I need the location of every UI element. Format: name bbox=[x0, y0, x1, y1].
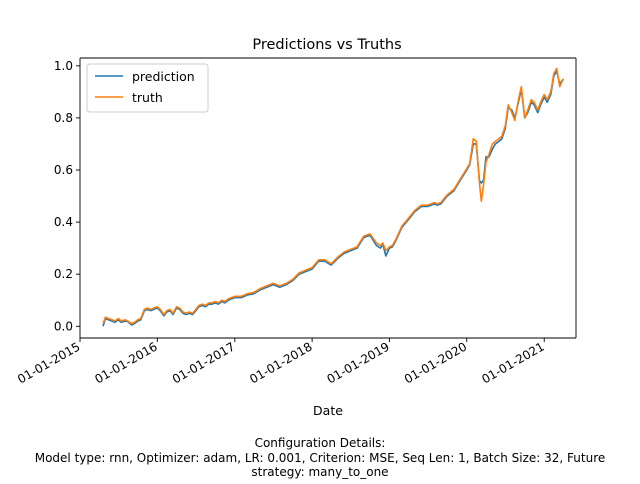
x-axis-ticks: 01-01-2015 01-01-2016 01-01-2017 01-01-2018… bbox=[15, 338, 547, 386]
axes-layer bbox=[79, 57, 577, 339]
x-tick-label: 01-01-2020 bbox=[402, 339, 469, 386]
y-axis-ticks: 0.0 0.2 0.4 0.6 0.8 1.0 bbox=[54, 59, 80, 333]
series-layer bbox=[102, 67, 565, 327]
y-tick-label: 0.0 bbox=[54, 319, 73, 333]
x-tick-label: 01-01-2021 bbox=[479, 339, 546, 386]
caption-config-details: Model type: rnn, Optimizer: adam, LR: 0.… bbox=[34, 451, 606, 465]
caption-strategy: strategy: many_to_one bbox=[251, 465, 389, 479]
y-tick-label: 0.2 bbox=[54, 267, 73, 281]
x-tick-label: 01-01-2018 bbox=[247, 339, 314, 386]
y-tick-label: 0.8 bbox=[54, 111, 73, 125]
caption-heading: Configuration Details: bbox=[254, 436, 386, 450]
x-tick-label: 01-01-2016 bbox=[92, 339, 159, 386]
x-axis-label: Date bbox=[313, 403, 343, 418]
x-tick-label: 01-01-2015 bbox=[15, 339, 82, 386]
chart-title: Predictions vs Truths bbox=[252, 37, 401, 53]
y-tick-label: 0.4 bbox=[54, 215, 73, 229]
y-tick-label: 1.0 bbox=[54, 59, 73, 73]
y-tick-label: 0.6 bbox=[54, 163, 73, 177]
x-tick-label: 01-01-2019 bbox=[325, 339, 392, 386]
legend: prediction truth bbox=[86, 63, 209, 113]
series-line-truth bbox=[102, 67, 565, 325]
x-tick-label: 01-01-2017 bbox=[170, 339, 237, 386]
legend-label-prediction: prediction bbox=[132, 69, 195, 84]
legend-label-truth: truth bbox=[132, 90, 163, 105]
